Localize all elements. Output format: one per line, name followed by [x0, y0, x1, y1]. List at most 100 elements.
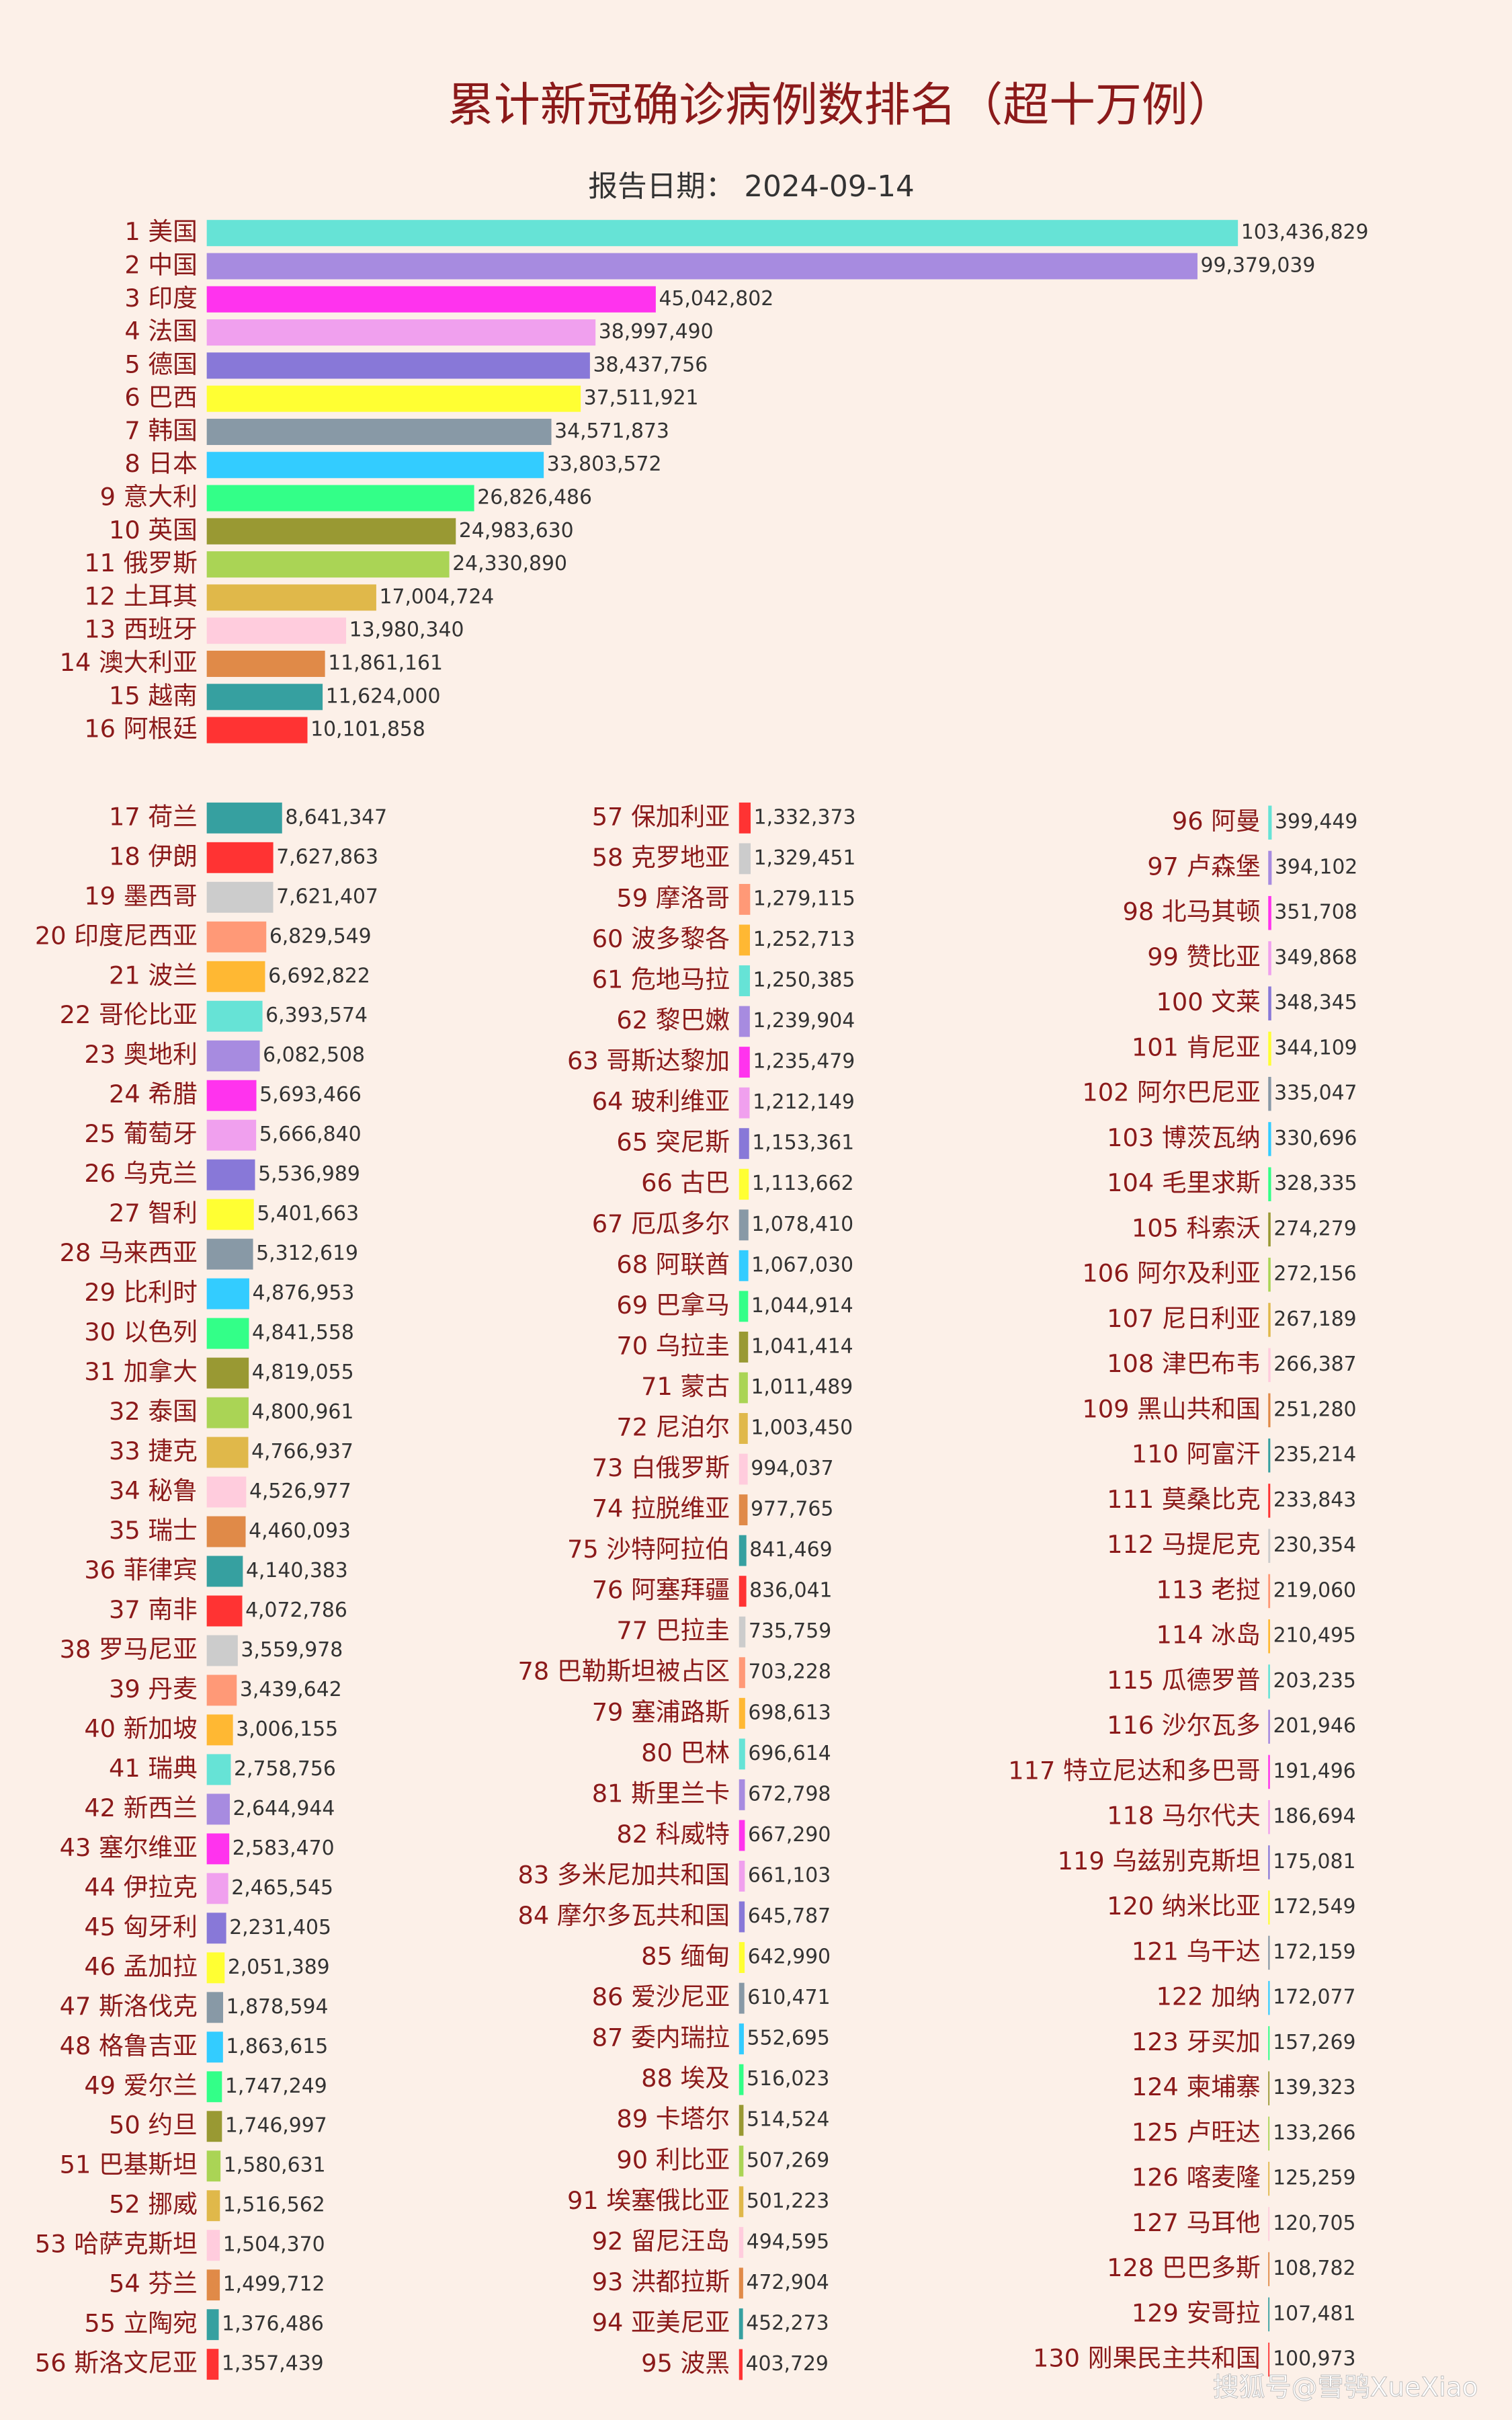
category-label: 70 乌拉圭	[616, 1331, 730, 1360]
value-label: 1,041,414	[751, 1334, 853, 1358]
value-label: 7,627,863	[276, 845, 378, 869]
bar	[739, 1576, 747, 1607]
bar	[1268, 986, 1271, 1020]
category-label: 6 巴西	[124, 383, 197, 412]
bar	[739, 802, 751, 834]
value-label: 841,469	[749, 1538, 832, 1562]
value-label: 157,269	[1273, 2031, 1355, 2054]
bar	[739, 1413, 748, 1444]
value-label: 203,235	[1273, 1669, 1355, 1693]
value-label: 230,354	[1273, 1533, 1356, 1557]
category-label: 5 德国	[124, 350, 197, 378]
value-label: 8,641,347	[285, 805, 387, 829]
bar	[739, 1738, 745, 1770]
value-label: 108,782	[1273, 2257, 1355, 2280]
category-label: 30 以色列	[84, 1318, 198, 1346]
bar	[1268, 1574, 1271, 1609]
value-label: 6,692,822	[268, 964, 370, 987]
value-label: 233,843	[1273, 1488, 1356, 1512]
bar	[206, 286, 656, 313]
value-label: 4,819,055	[252, 1361, 354, 1384]
value-label: 667,290	[748, 1823, 831, 1847]
value-label: 645,787	[748, 1904, 831, 1928]
category-label: 47 斯洛伐克	[60, 1992, 198, 2021]
category-label: 84 摩尔多瓦共和国	[518, 1901, 730, 1930]
category-label: 96 阿曼	[1172, 807, 1261, 836]
category-label: 115 瓜德罗普	[1107, 1666, 1261, 1695]
bar	[739, 2064, 744, 2095]
category-label: 43 塞尔维亚	[60, 1833, 198, 1862]
value-label: 6,393,574	[265, 1004, 368, 1027]
bar	[206, 881, 274, 913]
value-label: 672,798	[748, 1782, 831, 1806]
value-label: 351,708	[1274, 901, 1357, 924]
category-label: 105 科索沃	[1132, 1213, 1261, 1242]
category-label: 20 印度尼西亚	[35, 921, 198, 950]
value-label: 235,214	[1273, 1443, 1356, 1467]
value-label: 38,437,756	[593, 353, 708, 376]
value-label: 45,042,802	[659, 287, 773, 311]
category-label: 62 黎巴嫩	[616, 1006, 730, 1035]
value-label: 4,766,937	[251, 1440, 353, 1463]
bar	[739, 1250, 749, 1281]
bar	[1268, 1845, 1270, 1880]
bar	[739, 1168, 749, 1200]
value-label: 5,666,840	[259, 1123, 362, 1146]
bar	[739, 1494, 748, 1526]
bar	[206, 1318, 249, 1349]
value-label: 335,047	[1274, 1082, 1357, 1105]
value-label: 272,156	[1273, 1262, 1356, 1286]
value-label: 994,037	[751, 1457, 833, 1480]
bar	[206, 319, 596, 346]
bar	[206, 1635, 238, 1666]
value-label: 2,465,545	[231, 1876, 333, 1900]
value-label: 1,067,030	[751, 1253, 853, 1277]
value-label: 37,511,921	[584, 387, 699, 410]
value-label: 403,729	[746, 2352, 829, 2376]
category-label: 77 巴拉圭	[616, 1616, 730, 1645]
category-label: 94 亚美尼亚	[592, 2308, 730, 2337]
category-label: 39 丹麦	[109, 1675, 198, 1703]
bar	[739, 1453, 748, 1485]
bar	[1268, 1348, 1271, 1382]
value-label: 201,946	[1273, 1714, 1355, 1738]
bar	[206, 717, 308, 743]
category-label: 34 秘鲁	[109, 1476, 198, 1505]
bar	[1268, 805, 1272, 840]
bar	[739, 883, 751, 915]
category-label: 66 古巴	[641, 1168, 730, 1197]
category-label: 56 斯洛文尼亚	[35, 2349, 198, 2378]
bar	[739, 924, 750, 956]
value-label: 642,990	[748, 1945, 831, 1969]
bar	[206, 1992, 224, 2023]
value-label: 26,826,486	[477, 486, 592, 510]
category-label: 76 阿塞拜疆	[592, 1576, 730, 1605]
value-label: 4,072,786	[245, 1599, 347, 1622]
category-label: 102 阿尔巴尼亚	[1082, 1078, 1260, 1107]
value-label: 698,613	[748, 1701, 831, 1724]
category-label: 97 卢森堡	[1147, 852, 1261, 881]
value-label: 501,223	[747, 2189, 829, 2213]
bar	[206, 1397, 249, 1428]
category-label: 8 日本	[124, 449, 197, 478]
category-label: 124 柬埔寨	[1132, 2072, 1261, 2101]
bar	[206, 2269, 220, 2301]
category-label: 15 越南	[109, 681, 198, 710]
bar	[1268, 1122, 1271, 1156]
value-label: 1,878,594	[226, 1995, 329, 2019]
category-label: 119 乌兹别克斯坦	[1058, 1847, 1261, 1876]
category-label: 10 英国	[109, 516, 198, 544]
category-label: 32 泰国	[109, 1397, 198, 1426]
category-label: 90 利比亚	[616, 2145, 730, 2174]
bar	[1268, 2297, 1270, 2332]
category-label: 19 墨西哥	[84, 881, 198, 910]
bar	[206, 1833, 230, 1865]
category-label: 28 马来西亚	[60, 1238, 198, 1267]
category-label: 59 摩洛哥	[616, 883, 730, 912]
category-label: 40 新加坡	[84, 1714, 198, 1743]
value-label: 328,335	[1274, 1172, 1357, 1195]
category-label: 46 孟加拉	[84, 1952, 198, 1981]
value-label: 267,189	[1273, 1307, 1356, 1331]
bar	[206, 1675, 237, 1706]
value-label: 1,044,914	[751, 1294, 853, 1318]
